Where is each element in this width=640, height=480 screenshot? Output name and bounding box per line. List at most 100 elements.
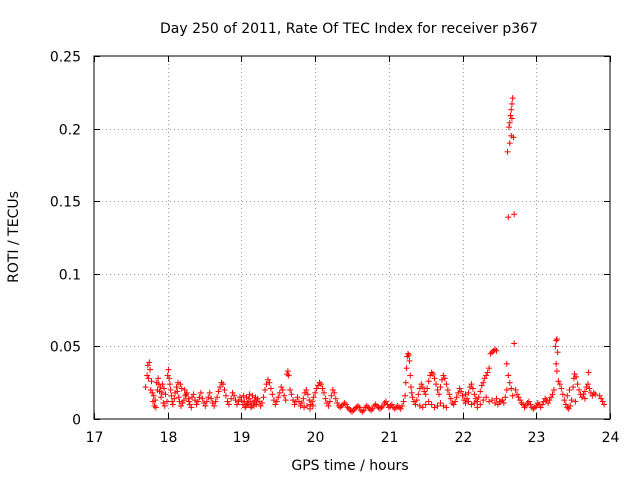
data-point [430, 370, 437, 377]
data-point [574, 381, 581, 388]
data-point [475, 394, 482, 401]
data-point [570, 384, 577, 391]
data-point [144, 362, 151, 369]
data-point [231, 392, 238, 399]
data-point [151, 402, 158, 409]
data-point [471, 391, 478, 398]
data-point [599, 398, 606, 405]
data-point [356, 404, 363, 411]
data-point [562, 401, 569, 408]
data-point [162, 391, 169, 398]
data-point [512, 386, 519, 393]
data-point [504, 148, 511, 155]
data-point [447, 395, 454, 402]
data-point [152, 404, 159, 411]
data-point [149, 389, 156, 396]
data-point [405, 350, 412, 357]
data-point [462, 400, 469, 407]
data-point [455, 389, 462, 396]
data-point [434, 402, 441, 409]
data-point [254, 395, 261, 402]
data-point [483, 372, 490, 379]
data-point [284, 368, 291, 375]
data-point [171, 395, 178, 402]
data-point [228, 395, 235, 402]
data-point [203, 398, 210, 405]
x-tick-label: 17 [86, 430, 104, 446]
data-point [316, 379, 323, 386]
data-point [422, 391, 429, 398]
data-point [438, 376, 445, 383]
data-point [465, 398, 472, 405]
data-point [419, 384, 426, 391]
y-axis-label: ROTI / TECUs [6, 191, 22, 283]
data-point [463, 395, 470, 402]
data-point [351, 405, 358, 412]
data-point [520, 401, 527, 408]
data-point [425, 398, 432, 405]
data-point [186, 398, 193, 405]
data-point [177, 402, 184, 409]
data-point [322, 395, 329, 402]
data-point [167, 386, 174, 393]
data-point [500, 400, 507, 407]
data-point [462, 391, 469, 398]
data-point [212, 398, 219, 405]
x-axis-label: GPS time / hours [291, 458, 408, 474]
data-point [550, 386, 557, 393]
data-point [440, 372, 447, 379]
data-point [421, 388, 428, 395]
data-point [372, 401, 379, 408]
data-point [486, 398, 493, 405]
data-point [539, 401, 546, 408]
data-point [407, 372, 414, 379]
data-point [580, 391, 587, 398]
data-point [433, 381, 440, 388]
data-point [338, 402, 345, 409]
data-point [472, 395, 479, 402]
data-point [382, 398, 389, 405]
data-point [511, 211, 518, 218]
data-point [545, 400, 552, 407]
data-point [412, 401, 419, 408]
data-point [325, 402, 332, 409]
data-point [144, 372, 151, 379]
data-point [506, 119, 513, 126]
data-point [290, 397, 297, 404]
data-point [298, 400, 305, 407]
data-point [446, 391, 453, 398]
data-point [378, 404, 385, 411]
data-point [245, 401, 252, 408]
data-point [310, 394, 317, 401]
data-point [465, 389, 472, 396]
data-point [276, 389, 283, 396]
data-point [404, 353, 411, 360]
data-point [468, 401, 475, 408]
data-point [163, 398, 170, 405]
data-point [515, 394, 522, 401]
x-tick-label: 24 [602, 430, 620, 446]
data-point [306, 405, 313, 412]
data-point [489, 349, 496, 356]
data-point [527, 401, 534, 408]
data-point [309, 398, 316, 405]
data-point [558, 385, 565, 392]
data-point [566, 386, 573, 393]
data-point [408, 389, 415, 396]
data-point [313, 385, 320, 392]
data-point [272, 401, 279, 408]
data-point [437, 384, 444, 391]
plot-frame [93, 55, 611, 420]
x-tick-label: 20 [307, 430, 325, 446]
data-point [281, 392, 288, 399]
axis-ticks [94, 56, 611, 420]
data-point [573, 373, 580, 380]
data-point [178, 385, 185, 392]
data-point [304, 402, 311, 409]
data-point [218, 379, 225, 386]
data-point [173, 384, 180, 391]
data-point [503, 360, 510, 367]
data-point [508, 106, 515, 113]
data-point [224, 398, 231, 405]
